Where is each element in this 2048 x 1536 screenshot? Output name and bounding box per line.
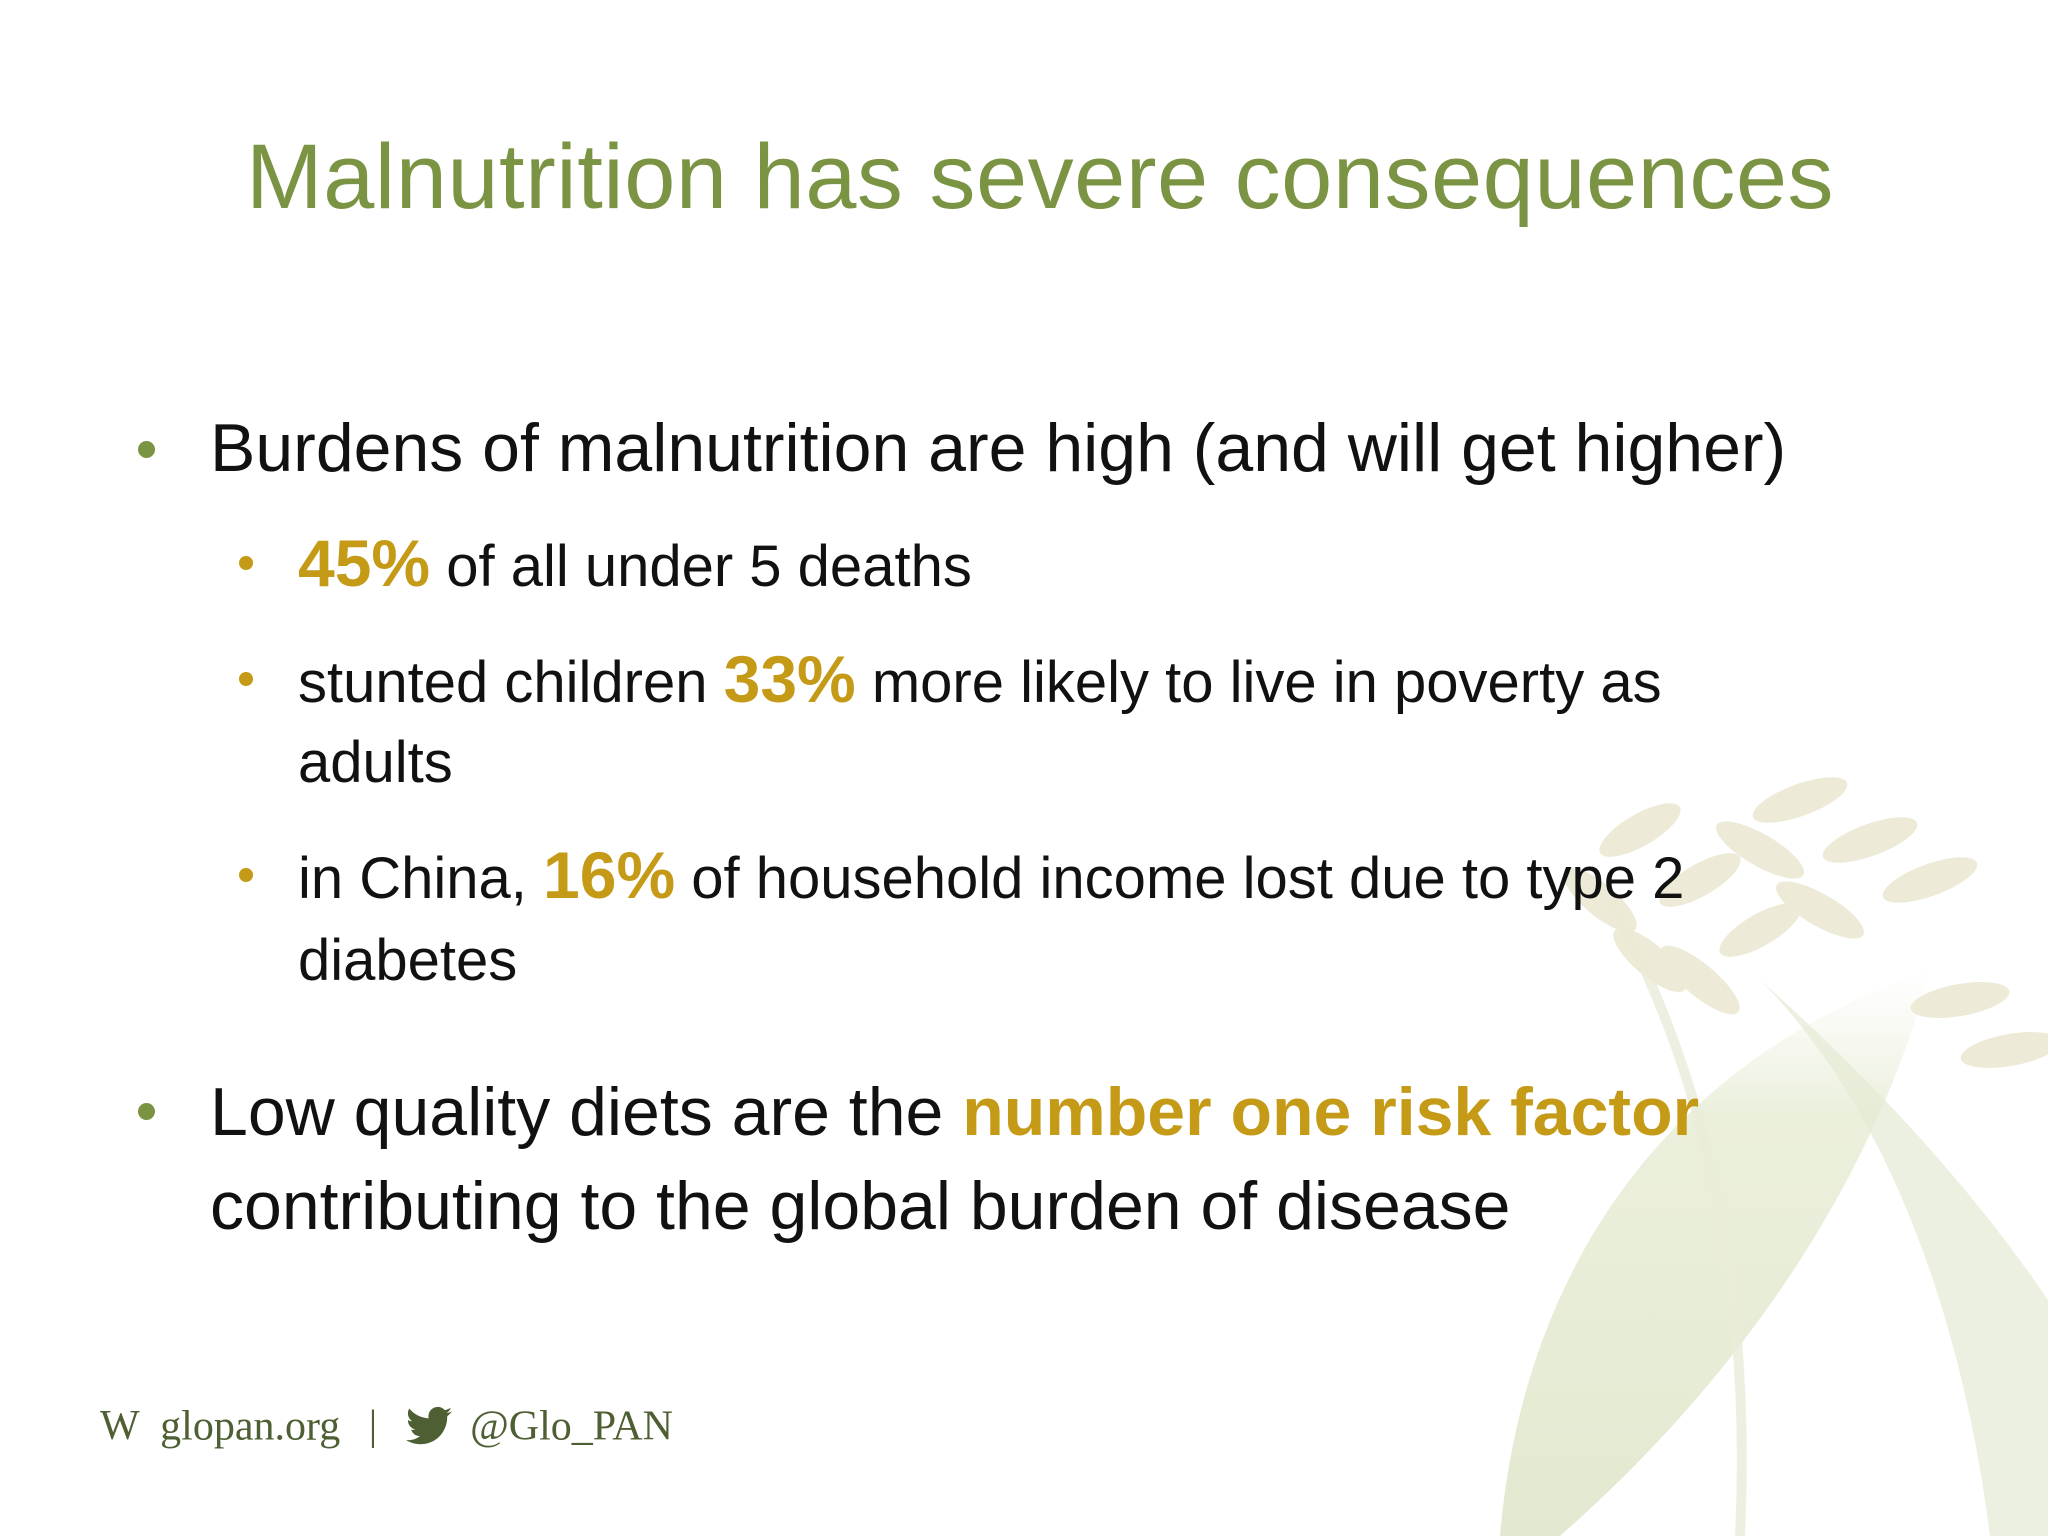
sub-bullet-dot — [239, 672, 253, 686]
sub-bullet-text: in China, — [298, 846, 544, 911]
footer-separator: | — [368, 1403, 378, 1450]
stat-highlight: 16% — [543, 838, 676, 912]
website-link[interactable]: glopan.org — [160, 1403, 341, 1450]
stat-highlight: 45% — [298, 526, 431, 600]
sub-bullet-dot — [239, 556, 253, 570]
sub-bullet-3: in China, 16% of household income lost d… — [298, 832, 1684, 922]
bullet-1-text: Burdens of malnutrition are high (and wi… — [210, 410, 1787, 486]
sub-bullet-1: 45% of all under 5 deaths — [298, 520, 972, 610]
sub-bullet-3-line2: diabetes — [298, 928, 518, 993]
bullet-2-text: Low quality diets are the number one ris… — [210, 1066, 1699, 1158]
sub-bullet-dot — [239, 868, 253, 882]
sub-bullet-2: stunted children 33% more likely to live… — [298, 636, 1662, 726]
footer: W glopan.org | @Glo_PAN — [100, 1398, 673, 1450]
twitter-handle[interactable]: @Glo_PAN — [470, 1403, 673, 1450]
sub-bullet-text: of all under 5 deaths — [430, 534, 972, 599]
sub-bullet-text: stunted children — [298, 650, 724, 715]
bullet-dot — [138, 1103, 155, 1120]
sub-bullet-text: more likely to live in poverty as — [855, 650, 1662, 715]
sub-bullet-2-line2: adults — [298, 730, 453, 795]
sub-bullet-text: of household income lost due to type 2 — [675, 846, 1685, 911]
slide-title: Malnutrition has severe consequences — [245, 126, 1835, 228]
bullet-2-line2: contributing to the global burden of dis… — [210, 1168, 1511, 1244]
stat-highlight: 33% — [723, 642, 856, 716]
risk-factor-highlight: number one risk factor — [962, 1074, 1700, 1150]
twitter-bird-icon — [405, 1407, 452, 1445]
web-letter: W — [100, 1403, 140, 1450]
bullet-text: Low quality diets are the — [210, 1074, 963, 1150]
bullet-dot — [138, 441, 155, 458]
